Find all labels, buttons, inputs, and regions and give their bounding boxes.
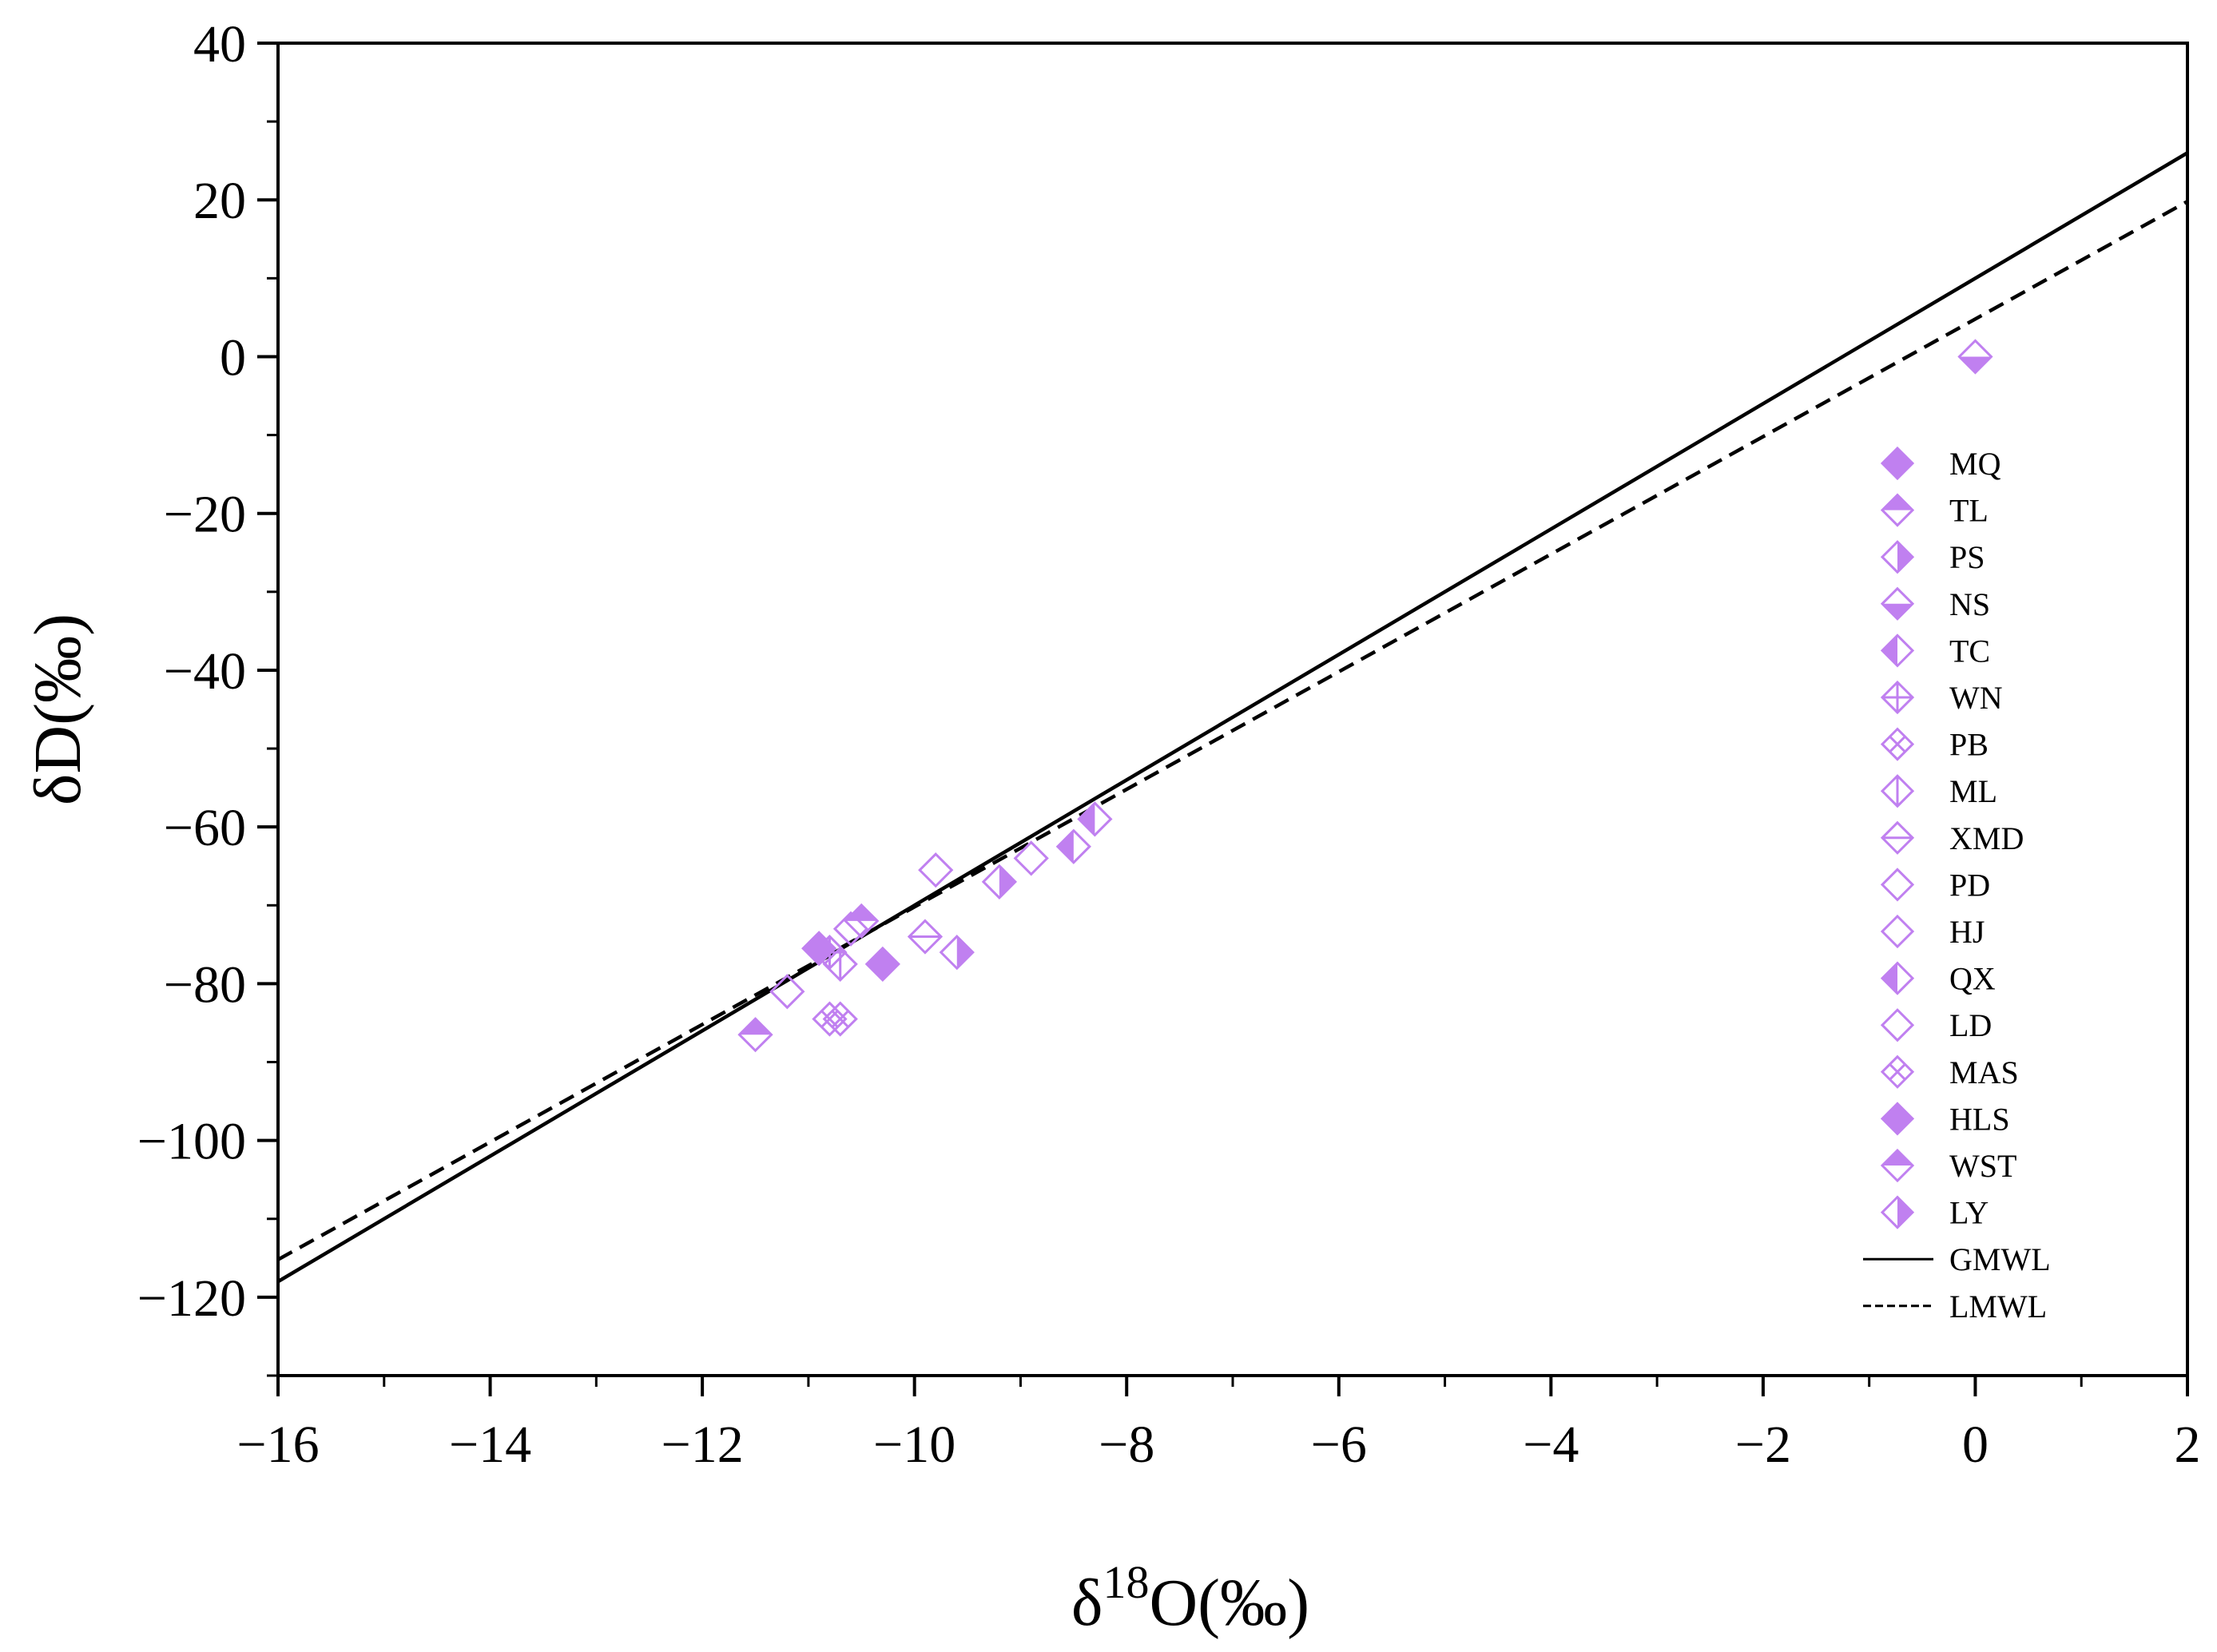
legend-label: WST	[1949, 1148, 2016, 1184]
legend-item-ml: ML	[1880, 773, 1997, 809]
line-lmwl	[278, 200, 2187, 1261]
x-tick-label: −14	[449, 1416, 531, 1474]
water-lines	[278, 151, 2187, 1284]
legend-item-ns: NS	[1880, 586, 1990, 622]
point-ml	[822, 946, 858, 983]
legend-item-ps: PS	[1880, 539, 1985, 575]
y-tick-label: −20	[164, 486, 246, 544]
legend-marker	[1880, 914, 1915, 949]
legend-item-tl: TL	[1880, 493, 1989, 529]
point-hls	[801, 931, 837, 967]
line-gmwl	[278, 151, 2187, 1284]
legend-marker	[1880, 1195, 1915, 1229]
legend: MQ TL PS NS TC WN PB ML XMD PD HJ QX LD MAS HLS WST LY GM…	[1863, 446, 2051, 1324]
x-tick-label: −10	[873, 1416, 956, 1474]
x-tick-label: −2	[1735, 1416, 1791, 1474]
x-axis-title: δ18O(‰)	[1071, 1556, 1309, 1640]
legend-marker	[1880, 1102, 1915, 1136]
legend-label: HLS	[1949, 1101, 2010, 1137]
y-tick-label: −100	[137, 1113, 246, 1171]
y-tick-label: 20	[193, 172, 246, 230]
legend-item-pd: PD	[1880, 867, 1990, 903]
point-hj	[832, 911, 869, 947]
legend-label: GMWL	[1949, 1241, 2051, 1277]
legend-label: PD	[1949, 867, 1990, 903]
legend-item-hls: HLS	[1880, 1101, 2010, 1137]
x-tick-label: −12	[661, 1416, 743, 1474]
legend-item-qx: QX	[1880, 961, 1996, 997]
legend-marker	[1880, 727, 1915, 761]
point-ps	[981, 864, 1018, 899]
point-pd	[918, 852, 954, 888]
point-wst	[737, 1017, 773, 1053]
point-ns	[1957, 339, 1993, 375]
legend-label: HJ	[1949, 914, 1985, 950]
y-tick-label: −80	[164, 955, 246, 1014]
legend-marker	[1880, 1008, 1915, 1042]
legend-item-mas: MAS	[1880, 1054, 2019, 1090]
x-tick-label: −8	[1099, 1416, 1154, 1474]
data-points	[737, 339, 1993, 1053]
legend-label: TL	[1949, 493, 1989, 529]
legend-marker	[1880, 820, 1915, 855]
legend-label: TC	[1949, 633, 1990, 669]
point-ld	[769, 974, 805, 1010]
legend-item-hj: HJ	[1880, 914, 1985, 950]
legend-label: LY	[1949, 1195, 1989, 1231]
legend-item-mq: MQ	[1880, 446, 2001, 482]
legend-item-ly: LY	[1880, 1195, 1989, 1231]
x-tick-label: −6	[1311, 1416, 1367, 1474]
y-tick-label: −120	[137, 1269, 246, 1328]
legend-marker	[1880, 1054, 1915, 1089]
y-axis-title: δD(‰)	[21, 614, 95, 805]
legend-marker	[1880, 774, 1915, 808]
legend-label: PS	[1949, 539, 1985, 575]
legend-item-wst: WST	[1880, 1148, 2016, 1184]
x-tick-label: 2	[2175, 1416, 2201, 1474]
legend-marker	[1880, 1148, 1915, 1183]
legend-label: NS	[1949, 586, 1990, 622]
axes: −16 −14 −12 −10 −8 −6 −4 −2 0 240200−20−40−60−80−…	[137, 15, 2201, 1474]
legend-marker	[1880, 961, 1915, 995]
legend-label: LMWL	[1949, 1289, 2047, 1324]
legend-item-wn: WN	[1880, 680, 2003, 716]
legend-marker	[1880, 540, 1915, 574]
legend-marker	[1880, 633, 1915, 668]
legend-item-tc: TC	[1880, 633, 1990, 669]
legend-marker	[1880, 493, 1915, 527]
point-mq	[864, 946, 900, 983]
y-tick-label: 40	[193, 15, 246, 73]
legend-label: MAS	[1949, 1054, 2019, 1090]
point-ld	[1013, 840, 1049, 876]
legend-label: MQ	[1949, 446, 2001, 482]
legend-item-lmwl: LMWL	[1863, 1289, 2047, 1324]
legend-label: XMD	[1949, 820, 2024, 856]
point-xmd	[907, 919, 944, 955]
legend-label: PB	[1949, 727, 1989, 763]
legend-marker	[1880, 586, 1915, 621]
legend-item-ld: LD	[1880, 1007, 1992, 1043]
legend-marker	[1880, 680, 1915, 715]
point-ly	[939, 935, 975, 971]
point-tc	[1055, 828, 1091, 864]
legend-label: LD	[1949, 1007, 1992, 1043]
legend-item-xmd: XMD	[1880, 820, 2024, 856]
x-tick-label: −16	[236, 1416, 319, 1474]
legend-label: QX	[1949, 961, 1996, 997]
point-qx	[1077, 801, 1113, 837]
legend-item-pb: PB	[1880, 727, 1989, 763]
legend-marker	[1880, 868, 1915, 902]
y-tick-label: −40	[164, 642, 246, 701]
x-tick-label: 0	[1962, 1416, 1989, 1474]
legend-item-gmwl: GMWL	[1863, 1241, 2051, 1277]
legend-label: ML	[1949, 773, 1997, 809]
x-tick-label: −4	[1523, 1416, 1579, 1474]
y-tick-label: −60	[164, 799, 246, 857]
point-tl	[844, 903, 880, 939]
legend-label: WN	[1949, 680, 2003, 716]
point-mas	[822, 1001, 858, 1037]
y-tick-label: 0	[220, 328, 246, 387]
legend-marker	[1880, 446, 1915, 481]
